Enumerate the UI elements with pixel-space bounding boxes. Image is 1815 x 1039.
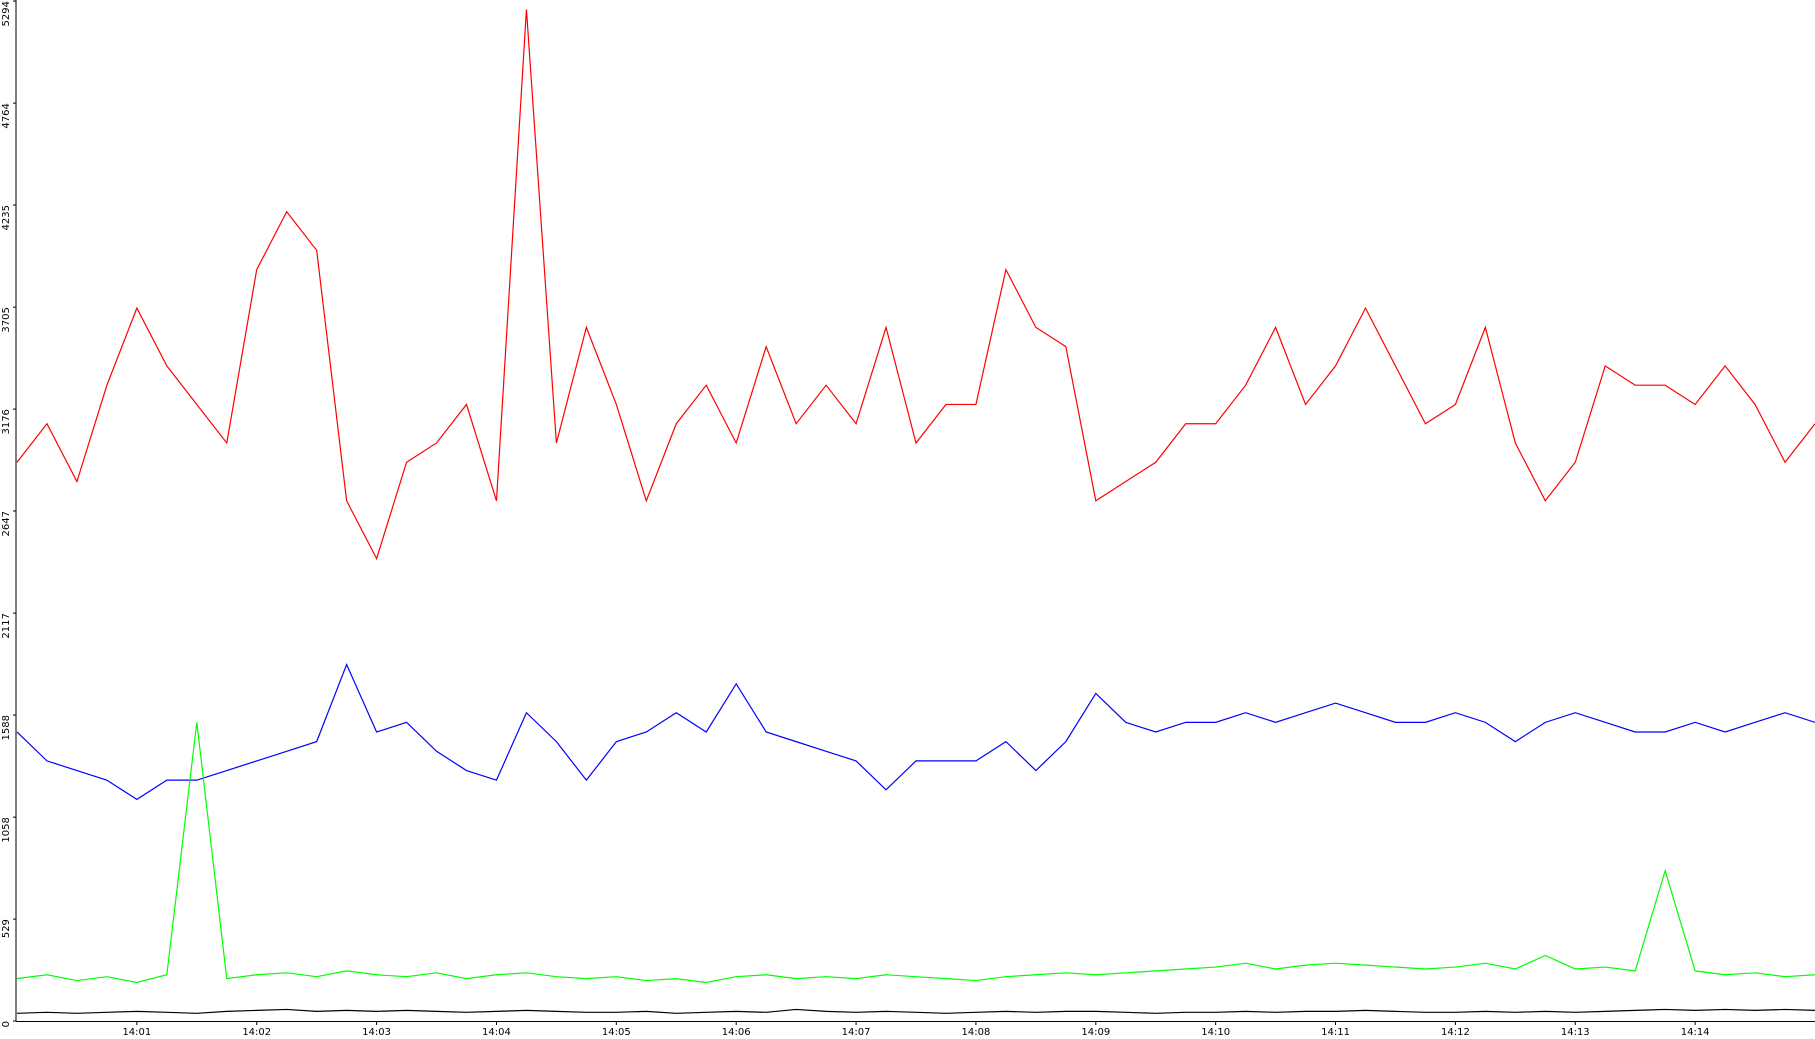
x-tick-label: 14:14 (1681, 1027, 1710, 1038)
y-tick-label: 2117 (1, 613, 12, 638)
y-tick-label: 4235 (1, 205, 12, 230)
x-tick-label: 14:09 (1081, 1027, 1110, 1038)
y-tick-label: 3705 (1, 307, 12, 332)
series-line (16, 662, 1815, 801)
x-tick-label: 14:13 (1561, 1027, 1590, 1038)
x-tick-label: 14:05 (602, 1027, 631, 1038)
y-tick-label: 4764 (1, 103, 12, 128)
y-tick-label: 529 (1, 919, 12, 938)
x-tick-label: 14:07 (842, 1027, 871, 1038)
x-tick-label: 14:04 (482, 1027, 511, 1038)
x-tick-label: 14:03 (362, 1027, 391, 1038)
y-tick-label: 0 (1, 1021, 12, 1027)
x-tick-label: 14:02 (242, 1027, 271, 1038)
y-tick-label: 1588 (1, 715, 12, 740)
y-tick-label: 5294 (1, 1, 12, 26)
y-tick-label: 2647 (1, 511, 12, 536)
x-tick-label: 14:08 (962, 1027, 991, 1038)
x-tick-label: 14:10 (1201, 1027, 1230, 1038)
series-line (16, 722, 1815, 984)
x-tick-label: 14:01 (122, 1027, 151, 1038)
x-tick-label: 14:12 (1441, 1027, 1470, 1038)
x-tick-label: 14:06 (722, 1027, 751, 1038)
x-tick-label: 14:11 (1321, 1027, 1350, 1038)
series-line (16, 9, 1815, 561)
y-tick-label: 3176 (1, 409, 12, 434)
series-line (16, 1008, 1815, 1014)
y-tick-label: 1058 (1, 817, 12, 842)
